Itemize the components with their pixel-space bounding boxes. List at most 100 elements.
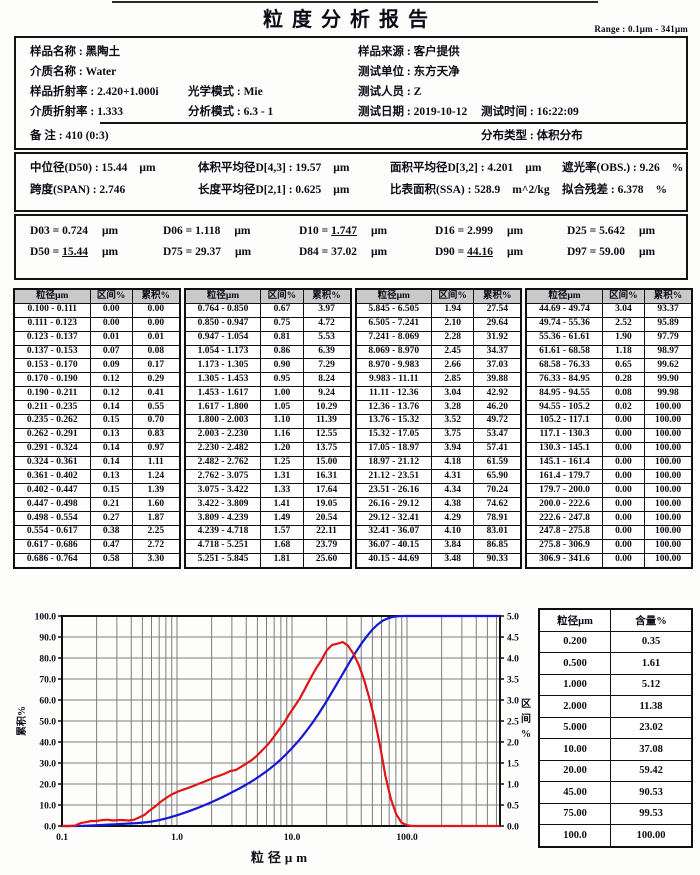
interval-cell: 0.00 (601, 524, 646, 540)
interval-cell: 0.81 (260, 330, 304, 346)
cumulative-cell: 22.11 (302, 524, 352, 540)
percentile-name: D84 = (299, 246, 332, 258)
percentile-name: D10 = (299, 225, 332, 237)
stat-cell: 比表面积(SSA) : 528.9 m^2/kg (390, 181, 562, 197)
cumulative-cell: 1.39 (131, 483, 181, 499)
range-cell: 1.617 - 1.800 (184, 400, 262, 415)
range-cell: 0.100 - 0.111 (13, 302, 91, 318)
interval-curve (62, 640, 500, 828)
percentile-name: D06 = (163, 225, 196, 237)
percentile-name: D50 = (30, 246, 63, 258)
test-unit: 测试单位 : 东方天净 (358, 66, 460, 78)
table-row: 247.8 - 275.8 0.00 100.00 (525, 524, 693, 540)
range-cell: 0.211 - 0.235 (13, 400, 91, 415)
table-row: 17.05 - 18.97 3.94 57.41 (354, 441, 522, 457)
size-cell: 1.000 (538, 673, 611, 696)
range-cell: 26.16 - 29.12 (354, 497, 433, 512)
cumulative-cell: 13.75 (302, 441, 352, 457)
percentile-value: 1.747 (331, 225, 357, 237)
table-row: 8.970 - 9.983 2.66 37.03 (354, 358, 522, 374)
table-row: 68.58 - 76.33 0.65 99.62 (525, 358, 693, 374)
table-row: 0.211 - 0.235 0.14 0.55 (13, 400, 181, 415)
cumulative-cell: 83.01 (473, 524, 522, 540)
column-header: 粒径μm (184, 288, 262, 304)
content-cell: 100.00 (610, 824, 693, 847)
cumulative-cell: 49.72 (473, 413, 522, 429)
table-row: 55.36 - 61.61 1.90 97.79 (525, 330, 693, 346)
range-cell: 40.15 - 44.69 (354, 552, 433, 569)
range-cell: 105.2 - 117.1 (525, 413, 603, 429)
interval-cell: 1.94 (431, 302, 475, 318)
cumulative-cell: 20.54 (302, 511, 352, 526)
table-row: 15.32 - 17.05 3.75 53.47 (354, 427, 522, 443)
percentile-name: D25 = (567, 225, 600, 237)
interval-cell: 1.16 (260, 427, 304, 443)
cumulative-cell: 53.47 (473, 427, 522, 443)
percentile-value: 1.118 (195, 225, 221, 237)
interval-cell: 0.00 (601, 538, 646, 554)
interval-cell: 2.28 (431, 330, 475, 346)
interval-cell: 0.15 (89, 413, 133, 429)
interval-cell: 3.75 (431, 427, 475, 443)
table-row: 0.498 - 0.554 0.27 1.87 (13, 511, 181, 526)
size-cell: 75.00 (538, 802, 611, 825)
range-cell: 0.262 - 0.291 (13, 427, 91, 443)
interval-cell: 1.33 (260, 483, 304, 499)
interval-cell: 0.07 (89, 344, 133, 360)
interval-cell: 0.00 (601, 483, 646, 499)
x-axis-tick-label: 100.0 (396, 833, 418, 843)
interval-cell: 2.45 (431, 344, 475, 360)
table-row: 2.762 - 3.075 1.31 16.31 (184, 469, 352, 485)
interval-cell: 0.02 (601, 400, 646, 415)
table-row: 2.000 11.38 (538, 695, 693, 718)
right-axis-tick-label: 0.0 (507, 823, 519, 833)
table-row: 0.554 - 0.617 0.38 2.25 (13, 524, 181, 540)
left-axis-tick-label: 50.0 (39, 718, 56, 728)
stat-unit: μm (139, 162, 156, 174)
table-row: 1.617 - 1.800 1.05 10.29 (184, 400, 352, 415)
range-cell: 0.324 - 0.361 (13, 455, 91, 471)
left-axis-tick-label: 40.0 (39, 739, 56, 749)
table-row: 26.16 - 29.12 4.38 74.62 (354, 497, 522, 512)
range-cell: 0.947 - 1.054 (184, 330, 262, 346)
interval-cell: 1.49 (260, 511, 304, 526)
table-row: 0.123 - 0.137 0.01 0.01 (13, 330, 181, 346)
interval-cell: 0.58 (89, 552, 133, 569)
statistics-box: 中位径(D50) : 15.44 μm 体积平均径D[4,3] : 19.57 μm 面… (14, 152, 688, 212)
cumulative-cell: 15.00 (302, 455, 352, 471)
percentile-name: D97 = (567, 246, 600, 258)
interval-cell: 0.00 (601, 413, 646, 429)
range-cell: 0.447 - 0.498 (13, 497, 91, 512)
sample-source: 样品来源 : 客户提供 (358, 46, 460, 58)
table-row: 29.12 - 32.41 4.29 78.91 (354, 511, 522, 526)
range-cell: 3.422 - 3.809 (184, 497, 262, 512)
cumulative-cell: 2.72 (131, 538, 181, 554)
table-row: 32.41 - 36.07 4.10 83.01 (354, 524, 522, 540)
interval-cell: 3.84 (431, 538, 475, 554)
range-cell: 306.9 - 341.6 (525, 552, 603, 569)
cumulative-cell: 39.88 (473, 372, 522, 388)
size-cell: 10.00 (538, 738, 611, 761)
range-cell: 7.241 - 8.069 (354, 330, 433, 346)
range-cell: 21.12 - 23.51 (354, 469, 433, 485)
column-header: 粒径μm (354, 288, 433, 304)
sample-info-box: 样品名称 : 黑陶土 样品来源 : 客户提供 介质名称 : Water 测试单位… (14, 36, 688, 150)
table-row: 13.76 - 15.32 3.52 49.72 (354, 413, 522, 429)
range-cell: 5.251 - 5.845 (184, 552, 262, 569)
cumulative-cell: 100.00 (644, 538, 693, 554)
table-row: 222.6 - 247.8 0.00 100.00 (525, 511, 693, 526)
table-header-row: 粒径μm 区间% 累积% (184, 288, 352, 304)
cumulative-cell: 100.00 (644, 483, 693, 499)
interval-cell: 4.18 (431, 455, 475, 471)
size-cell: 100.0 (538, 824, 611, 847)
table-row: 5.251 - 5.845 1.81 25.60 (184, 552, 352, 569)
interval-cell: 4.38 (431, 497, 475, 512)
table-row: 21.12 - 23.51 4.31 65.90 (354, 469, 522, 485)
distribution-table: 粒径μm 区间% 累积% 0.100 - 0.111 0.00 0.00 0.111 - 0… (13, 288, 693, 569)
range-cell: 1.173 - 1.305 (184, 358, 262, 374)
table-row: 0.291 - 0.324 0.14 0.97 (13, 441, 181, 457)
percentile-unit: μm (506, 246, 524, 258)
cumulative-cell: 16.31 (302, 469, 352, 485)
range-cell: 117.1 - 130.3 (525, 427, 603, 443)
